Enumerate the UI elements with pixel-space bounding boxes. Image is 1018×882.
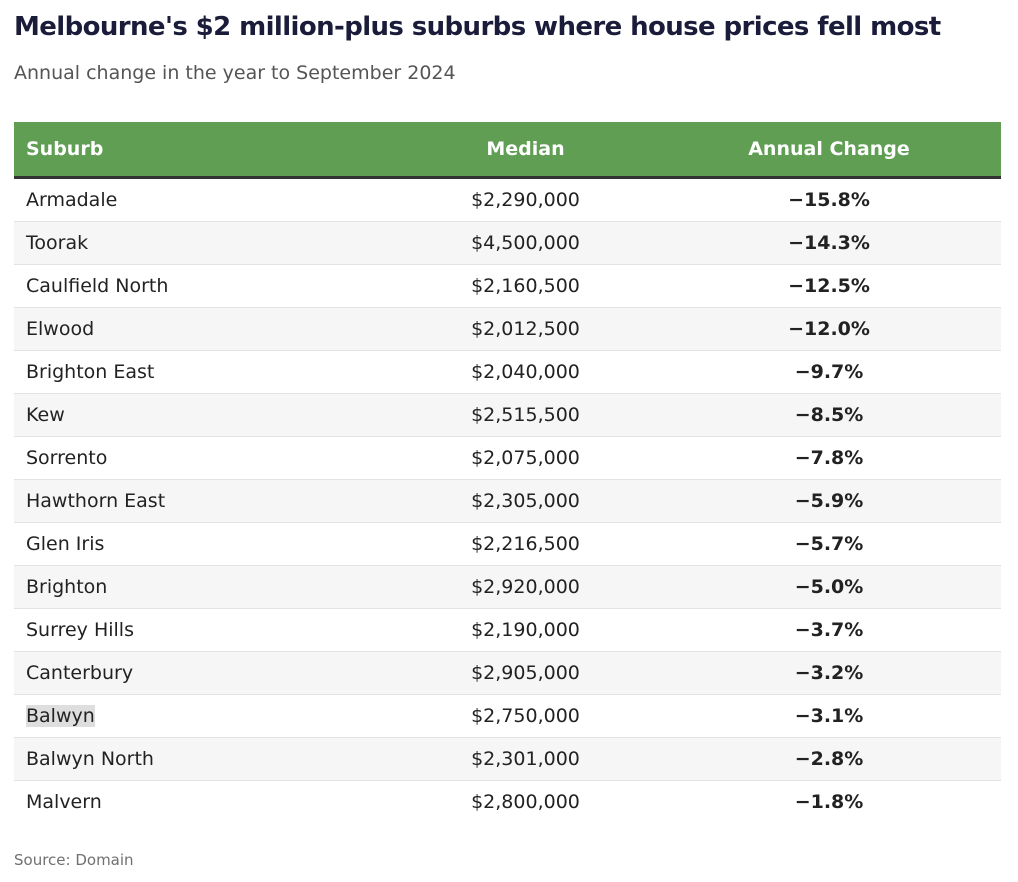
cell-median: $4,500,000 bbox=[394, 221, 657, 265]
source-note: Source: Domain bbox=[14, 851, 134, 869]
cell-median: $2,305,000 bbox=[394, 479, 657, 523]
cell-suburb: Kew bbox=[14, 393, 394, 437]
cell-median: $2,040,000 bbox=[394, 350, 657, 394]
cell-median: $2,750,000 bbox=[394, 694, 657, 738]
cell-suburb: Sorrento bbox=[14, 436, 394, 480]
cell-annual-change: −12.0% bbox=[657, 307, 1001, 351]
column-header-annual-change: Annual Change bbox=[657, 122, 1001, 179]
cell-annual-change: −3.7% bbox=[657, 608, 1001, 652]
cell-suburb: Toorak bbox=[14, 221, 394, 265]
cell-suburb: Brighton East bbox=[14, 350, 394, 394]
cell-median: $2,515,500 bbox=[394, 393, 657, 437]
table-row: Balwyn $2,750,000 −3.1% bbox=[14, 694, 1001, 738]
cell-annual-change: −9.7% bbox=[657, 350, 1001, 394]
table-row: Kew $2,515,500 −8.5% bbox=[14, 393, 1001, 437]
table-row: Canterbury $2,905,000 −3.2% bbox=[14, 651, 1001, 695]
cell-annual-change: −1.8% bbox=[794, 791, 864, 813]
cell-suburb: Caulfield North bbox=[14, 264, 394, 308]
cell-annual-change: −15.8% bbox=[657, 177, 1001, 222]
cell-suburb: Brighton bbox=[14, 565, 394, 609]
table-row: Elwood $2,012,500 −12.0% bbox=[14, 307, 1001, 351]
table-row: Hawthorn East $2,305,000 −5.9% bbox=[14, 479, 1001, 523]
cell-annual-change: −14.3% bbox=[657, 221, 1001, 265]
cell-median: $2,301,000 bbox=[394, 737, 657, 781]
table-row: Glen Iris $2,216,500 −5.7% bbox=[14, 522, 1001, 566]
table-header-row: Suburb Median Annual Change bbox=[14, 122, 1001, 179]
table-row: Sorrento $2,075,000 −7.8% bbox=[14, 436, 1001, 480]
cell-median: $2,905,000 bbox=[394, 651, 657, 695]
cell-annual-change: −8.5% bbox=[657, 393, 1001, 437]
cell-annual-change: −12.5% bbox=[657, 264, 1001, 308]
table-row: Balwyn North $2,301,000 −2.8% bbox=[14, 737, 1001, 781]
cell-annual-change: −5.9% bbox=[657, 479, 1001, 523]
table-row: Caulfield North $2,160,500 −12.5% bbox=[14, 264, 1001, 308]
column-header-suburb: Suburb bbox=[14, 122, 394, 179]
column-header-median: Median bbox=[394, 122, 657, 179]
chart-subtitle: Annual change in the year to September 2… bbox=[14, 62, 456, 84]
table-header: Suburb Median Annual Change bbox=[14, 122, 1001, 179]
cell-annual-change: −7.8% bbox=[657, 436, 1001, 480]
cell-annual-change: −3.2% bbox=[657, 651, 1001, 695]
chart-title: Melbourne's $2 million-plus suburbs wher… bbox=[14, 12, 941, 42]
cell-suburb: Surrey Hills bbox=[14, 608, 394, 652]
cell-suburb: Malvern bbox=[26, 791, 102, 813]
table-body: Armadale $2,290,000 −15.8% Toorak $4,500,000… bbox=[14, 177, 1001, 824]
cell-median: $2,190,000 bbox=[394, 608, 657, 652]
data-table-container: Suburb Median Annual Change Armadale $2,2… bbox=[14, 122, 1001, 823]
cell-suburb: Balwyn bbox=[14, 694, 394, 738]
cell-median: $2,290,000 bbox=[394, 177, 657, 222]
cell-median: $2,160,500 bbox=[394, 264, 657, 308]
table-row: Brighton East $2,040,000 −9.7% bbox=[14, 350, 1001, 394]
cell-suburb: Elwood bbox=[14, 307, 394, 351]
table-row: Brighton $2,920,000 −5.0% bbox=[14, 565, 1001, 609]
cell-suburb: Canterbury bbox=[14, 651, 394, 695]
cell-annual-change: −5.0% bbox=[657, 565, 1001, 609]
cell-suburb: Glen Iris bbox=[14, 522, 394, 566]
table-row: Armadale $2,290,000 −15.8% bbox=[14, 177, 1001, 222]
table-row: Toorak $4,500,000 −14.3% bbox=[14, 221, 1001, 265]
cell-median: $2,800,000 bbox=[471, 791, 580, 813]
cell-median: $2,216,500 bbox=[394, 522, 657, 566]
cell-annual-change: −3.1% bbox=[657, 694, 1001, 738]
table-row: Surrey Hills $2,190,000 −3.7% bbox=[14, 608, 1001, 652]
cell-median: $2,012,500 bbox=[394, 307, 657, 351]
cell-suburb: Hawthorn East bbox=[14, 479, 394, 523]
cell-median: $2,075,000 bbox=[394, 436, 657, 480]
highlighted-suburb-text: Balwyn bbox=[26, 705, 95, 727]
cell-annual-change: −5.7% bbox=[657, 522, 1001, 566]
cell-suburb: Armadale bbox=[14, 177, 394, 222]
cell-annual-change: −2.8% bbox=[657, 737, 1001, 781]
table-row: Malvern $2,800,000 −1.8% bbox=[14, 781, 1001, 824]
cell-suburb: Balwyn North bbox=[14, 737, 394, 781]
data-table: Suburb Median Annual Change Armadale $2,2… bbox=[14, 122, 1001, 823]
cell-median: $2,920,000 bbox=[394, 565, 657, 609]
